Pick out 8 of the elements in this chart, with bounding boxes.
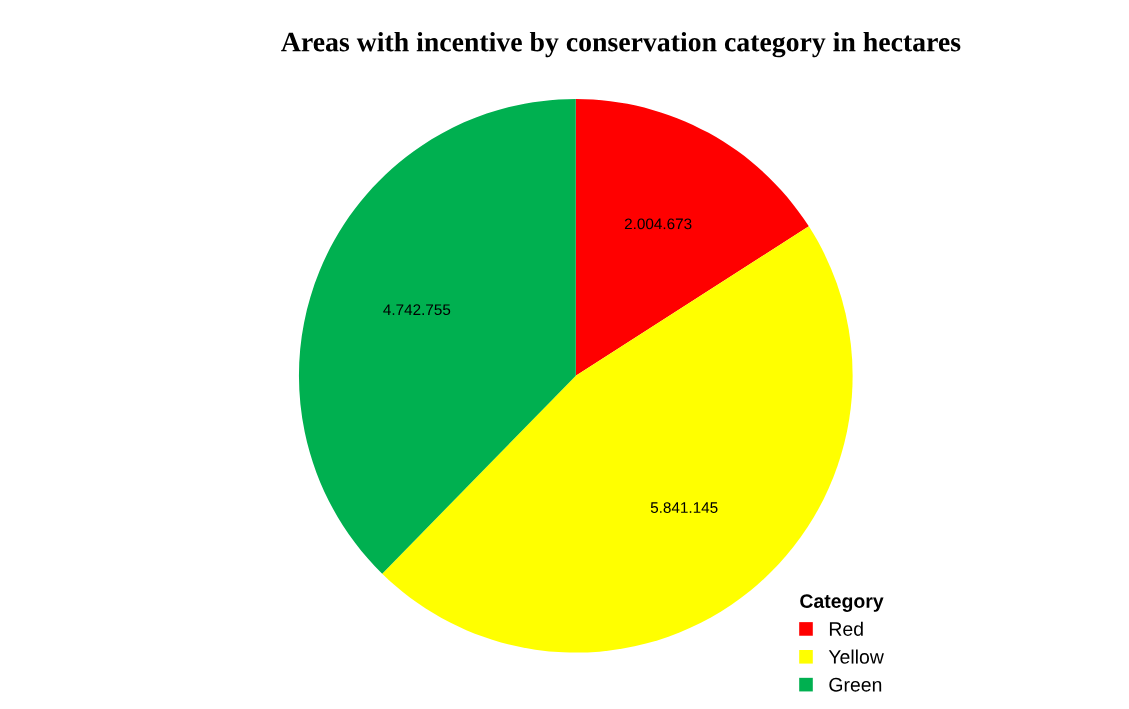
chart-title: Areas with incentive by conservation category in hectares <box>281 31 961 58</box>
legend-label: Green <box>829 677 882 692</box>
data-label: 5.841.145 <box>650 502 718 513</box>
data-label: 4.742.755 <box>383 304 451 316</box>
legend-label: Yellow <box>828 649 884 664</box>
legend-title: Category <box>800 594 884 612</box>
data-label: 2.004.673 <box>624 218 692 230</box>
legend-label: Red <box>829 621 863 636</box>
